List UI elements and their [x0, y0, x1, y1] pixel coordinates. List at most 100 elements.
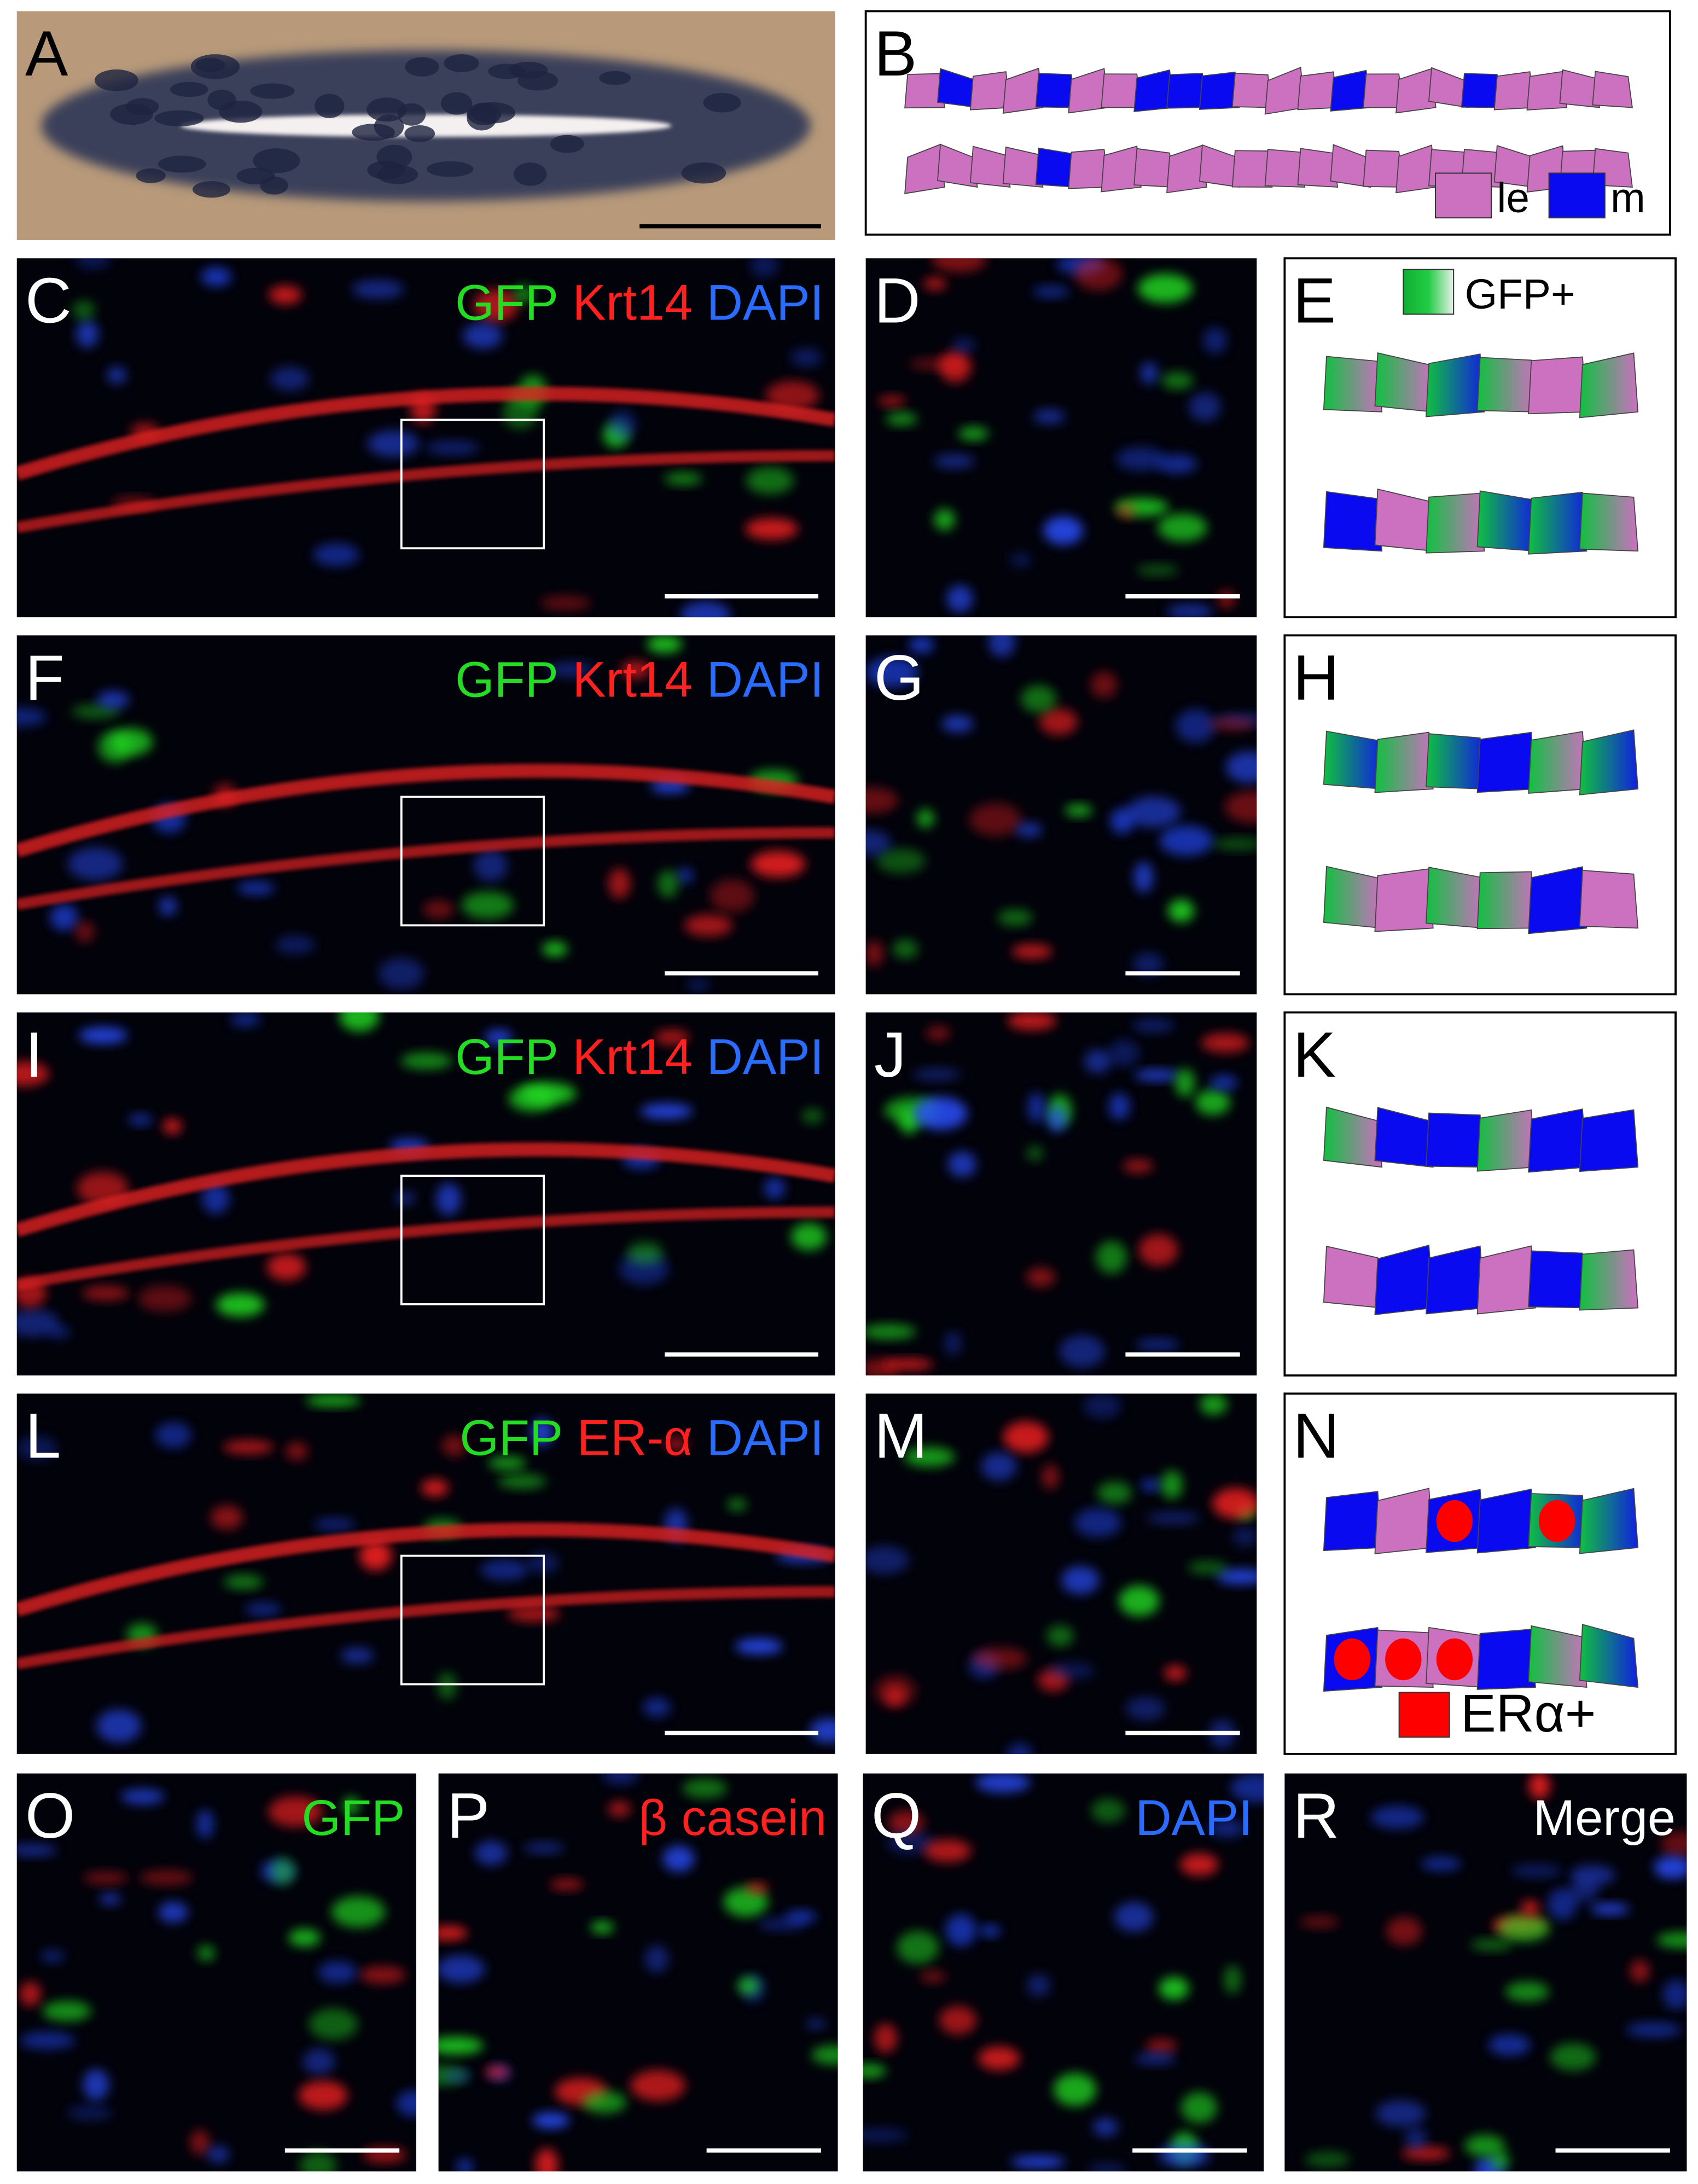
cell	[1061, 1566, 1100, 1595]
cell	[245, 1602, 282, 1617]
cell	[897, 1931, 939, 1964]
panel-label: P	[447, 1780, 490, 1851]
cell-shape	[1592, 71, 1633, 108]
legend-swatch	[1548, 172, 1606, 219]
panel: N ERα+	[1283, 1392, 1677, 1755]
cell	[865, 657, 918, 688]
cell-shape	[1528, 866, 1587, 934]
cell	[645, 1945, 669, 1973]
cell	[79, 1027, 128, 1044]
cell-shape	[1166, 144, 1207, 194]
nucleus	[1385, 1638, 1422, 1681]
panel-image	[865, 635, 1257, 976]
cell	[863, 2064, 887, 2078]
nucleus	[440, 92, 473, 115]
cell	[865, 787, 899, 814]
cell	[298, 2081, 348, 2110]
cell	[426, 441, 480, 455]
panel-image	[865, 1393, 1257, 1754]
cell	[1039, 708, 1078, 735]
cell	[886, 1686, 904, 1706]
duct	[16, 1523, 835, 1617]
nucleus	[1538, 1500, 1575, 1542]
cell-shape	[1579, 352, 1639, 419]
cell	[609, 410, 636, 440]
cell	[988, 635, 1015, 658]
cell	[1007, 1012, 1057, 1030]
panel-label: O	[25, 1780, 75, 1851]
nucleus	[195, 57, 225, 72]
cell-shape	[1426, 1245, 1485, 1315]
cell	[676, 867, 694, 884]
cell	[947, 1151, 976, 1177]
cell-shape	[1476, 1109, 1536, 1172]
cell	[630, 2070, 685, 2101]
cell	[1209, 1075, 1238, 1090]
cell	[202, 1183, 229, 1214]
cell	[1180, 1853, 1219, 1876]
cell	[998, 909, 1033, 926]
cell	[1097, 1482, 1132, 1505]
cell	[1159, 2143, 1210, 2168]
nucleus	[367, 97, 407, 122]
cell-shape	[1476, 731, 1536, 793]
cell	[790, 348, 822, 367]
cell	[1230, 1773, 1264, 1803]
cell	[1011, 944, 1052, 959]
cell	[443, 2070, 472, 2082]
panel-background	[864, 10, 1671, 236]
cell	[865, 1546, 909, 1575]
cell	[1159, 1977, 1189, 2000]
cell	[1042, 1464, 1059, 1490]
cell	[806, 2018, 825, 2030]
stain-labels: GFP Krt14 DAPI	[455, 275, 824, 331]
cell	[378, 957, 424, 990]
cell	[1521, 1901, 1540, 1915]
cell	[1145, 2038, 1177, 2053]
cell-shape	[1579, 492, 1639, 552]
cell	[270, 1858, 295, 1885]
duct	[16, 827, 835, 910]
cell	[485, 2065, 509, 2079]
cell	[934, 509, 955, 531]
cell	[939, 2006, 976, 2035]
cell	[981, 1452, 1017, 1481]
panel: I GFP Krt14 DAPI	[16, 1012, 835, 1376]
cell	[201, 267, 232, 286]
cell	[211, 1505, 243, 1530]
cell	[1209, 1819, 1245, 1838]
cell	[367, 431, 420, 457]
cell	[745, 518, 798, 540]
inset-box	[400, 1175, 545, 1305]
cell	[892, 939, 918, 959]
cell	[687, 978, 711, 992]
cell	[331, 1896, 386, 1928]
cell	[83, 2069, 109, 2101]
cell	[303, 2048, 335, 2075]
nucleus	[517, 71, 559, 91]
cell	[1200, 1393, 1228, 1415]
panel-image	[438, 1773, 838, 2172]
cell	[270, 367, 309, 391]
panel: Ble m	[864, 10, 1671, 236]
cell	[1490, 2151, 1510, 2170]
nucleus	[681, 162, 726, 184]
cell	[1157, 454, 1197, 474]
panel: K	[1283, 1011, 1677, 1377]
cell	[1386, 1916, 1422, 1945]
cell	[400, 1053, 452, 1070]
cell	[507, 1606, 561, 1622]
cell	[339, 1012, 379, 1031]
nucleus	[170, 82, 208, 97]
cell	[313, 543, 359, 567]
nucleus	[154, 110, 204, 127]
cell-shape	[1579, 1488, 1639, 1554]
cell	[946, 585, 973, 613]
panel-image	[16, 1012, 835, 1339]
cell	[801, 1108, 823, 1124]
panel-image	[16, 1395, 835, 1743]
cell	[441, 1434, 467, 1457]
cell	[1109, 1093, 1130, 1120]
cell	[863, 2128, 908, 2143]
stain-labels: Merge	[1533, 1790, 1676, 1846]
